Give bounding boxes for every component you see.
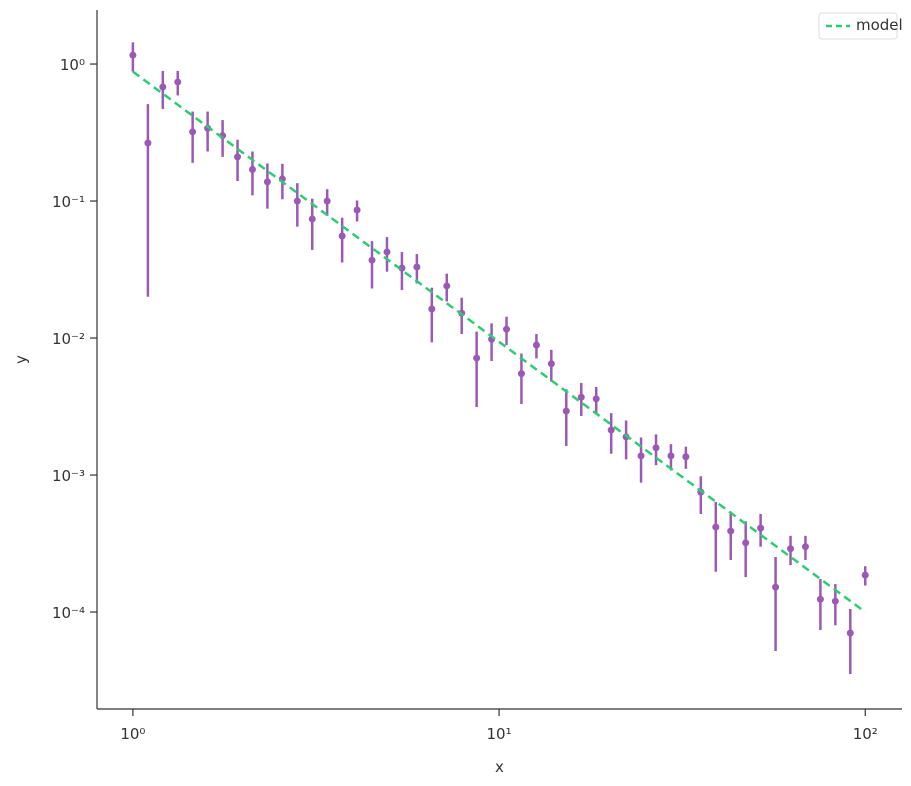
data-point bbox=[308, 215, 316, 223]
legend-box bbox=[818, 12, 898, 40]
data-point bbox=[413, 263, 421, 271]
data-point bbox=[801, 543, 809, 551]
data-point bbox=[861, 571, 869, 579]
data-point bbox=[159, 83, 167, 91]
data-point bbox=[787, 545, 795, 553]
data-point bbox=[293, 197, 301, 205]
data-point bbox=[234, 153, 242, 161]
x-tick-label: 10⁰ bbox=[120, 725, 145, 743]
data-point bbox=[532, 341, 540, 349]
y-axis-label: y bbox=[12, 355, 30, 364]
data-point bbox=[682, 453, 690, 461]
y-tick-label: 10⁻² bbox=[52, 330, 85, 348]
model-line bbox=[132, 70, 866, 614]
data-point bbox=[174, 78, 182, 86]
data-point bbox=[443, 282, 451, 290]
data-point bbox=[473, 354, 481, 362]
data-point bbox=[667, 452, 675, 460]
y-tick-label: 10⁻³ bbox=[52, 467, 85, 485]
data-point bbox=[846, 629, 854, 637]
legend-label: model bbox=[856, 16, 903, 34]
data-point bbox=[129, 51, 137, 59]
data-point bbox=[637, 452, 645, 460]
y-tick-label: 10⁻¹ bbox=[52, 193, 85, 211]
data-point bbox=[368, 256, 376, 264]
data-point bbox=[338, 232, 346, 240]
x-tick-label: 10² bbox=[853, 725, 878, 743]
data-point bbox=[323, 197, 331, 205]
data-point bbox=[831, 597, 839, 605]
data-point bbox=[577, 393, 585, 401]
x-axis-label: x bbox=[495, 758, 504, 776]
data-point bbox=[263, 178, 271, 186]
data-point bbox=[742, 539, 750, 547]
data-point bbox=[383, 248, 391, 256]
data-point bbox=[712, 523, 720, 531]
y-tick-label: 10⁰ bbox=[60, 56, 85, 74]
data-point bbox=[503, 325, 511, 333]
x-tick-label: 10¹ bbox=[487, 725, 512, 743]
data-point bbox=[592, 395, 600, 403]
data-point bbox=[772, 583, 780, 591]
data-point bbox=[757, 524, 765, 532]
data-point bbox=[248, 165, 256, 173]
data-point bbox=[562, 407, 570, 415]
data-point bbox=[144, 139, 152, 147]
data-point bbox=[353, 206, 361, 214]
data-point bbox=[652, 444, 660, 452]
data-point bbox=[517, 370, 525, 378]
data-point bbox=[607, 426, 615, 434]
data-point bbox=[547, 360, 555, 368]
data-point bbox=[428, 305, 436, 313]
data-point bbox=[816, 595, 824, 603]
legend: model bbox=[818, 12, 903, 40]
y-tick-label: 10⁻⁴ bbox=[52, 604, 85, 622]
data-point bbox=[189, 128, 197, 136]
data-point bbox=[727, 527, 735, 535]
